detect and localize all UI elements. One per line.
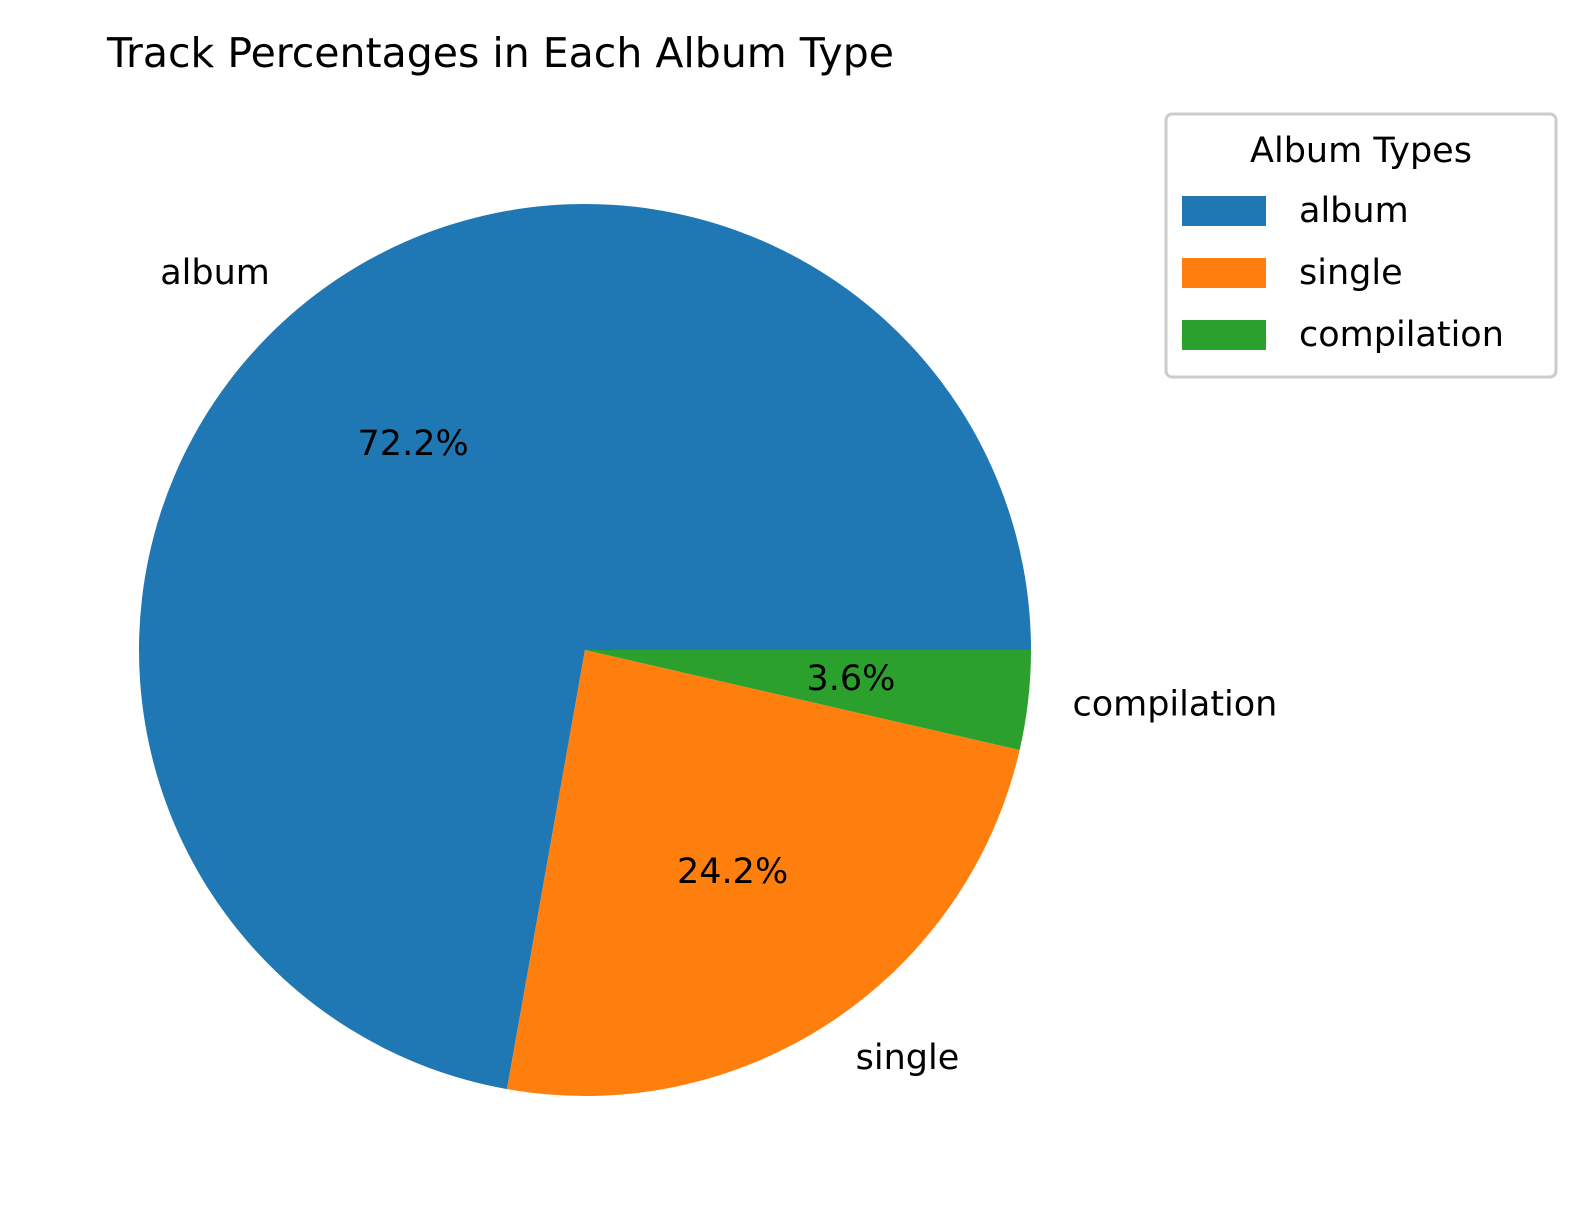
- legend-entries: album single compilation: [1182, 191, 1504, 355]
- percent-labels: 72.2% 24.2% 3.6%: [358, 424, 896, 892]
- slice-labels: album single compilation: [160, 253, 1277, 1078]
- legend-label-compilation: compilation: [1299, 315, 1504, 355]
- percent-label-compilation: 3.6%: [806, 659, 895, 699]
- legend-label-album: album: [1299, 191, 1409, 231]
- pie-slice-album: [139, 204, 1031, 1090]
- chart-title: Track Percentages in Each Album Type: [106, 29, 894, 77]
- percent-label-album: 72.2%: [358, 424, 469, 464]
- percent-label-single: 24.2%: [677, 852, 788, 892]
- pie-slice-compilation: [585, 650, 1031, 751]
- slice-label-compilation: compilation: [1072, 684, 1277, 724]
- pie-slices: [139, 204, 1031, 1096]
- legend-swatch-compilation: [1182, 320, 1266, 350]
- legend: Album Types album single compilation: [1164, 112, 1558, 379]
- slice-label-album: album: [160, 253, 270, 293]
- pie-slice-single: [506, 650, 1020, 1096]
- legend-label-single: single: [1299, 253, 1403, 293]
- legend-frame: [1164, 112, 1558, 379]
- legend-swatch-album: [1182, 196, 1266, 226]
- legend-swatch-single: [1182, 258, 1266, 288]
- slice-label-single: single: [856, 1038, 960, 1078]
- legend-title: Album Types: [1250, 131, 1472, 171]
